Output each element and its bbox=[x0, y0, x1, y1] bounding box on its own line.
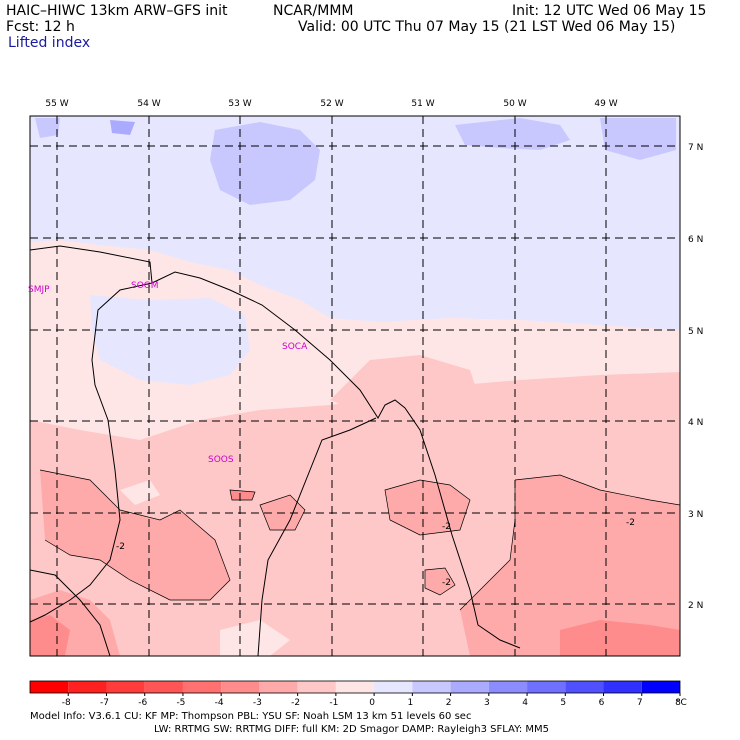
coastlines-borders bbox=[30, 245, 521, 656]
field-name: Lifted index bbox=[8, 35, 91, 51]
model-info-line1: Model Info: V3.6.1 CU: KF MP: Thompson P… bbox=[30, 711, 472, 722]
valid-time: Valid: 00 UTC Thu 07 May 15 (21 LST Wed … bbox=[298, 19, 676, 35]
colorbar-tick-label: -8 bbox=[62, 698, 71, 708]
colorbar-frame bbox=[29, 680, 681, 694]
contour-label: -2 bbox=[442, 522, 451, 532]
forecast-hour: Fcst: 12 h bbox=[6, 19, 75, 35]
lifted-index-field bbox=[30, 116, 680, 656]
lon-label: 51 W bbox=[411, 99, 434, 109]
colorbar-tick-label: 4 bbox=[522, 698, 528, 708]
init-time: Init: 12 UTC Wed 06 May 15 bbox=[512, 3, 707, 19]
station-label: SMJP bbox=[28, 285, 50, 295]
graticule bbox=[30, 116, 680, 656]
lon-label: 52 W bbox=[320, 99, 343, 109]
lat-label: 3 N bbox=[688, 510, 703, 520]
colorbar-swatch bbox=[641, 681, 680, 693]
lon-label: 49 W bbox=[594, 99, 617, 109]
colorbar-swatch bbox=[335, 681, 375, 693]
colorbar-tick-label: 6 bbox=[599, 698, 605, 708]
lon-label: 55 W bbox=[45, 99, 68, 109]
colorbar-tick-label: -3 bbox=[253, 698, 262, 708]
colorbar-tick-label: 5 bbox=[560, 698, 566, 708]
colorbar-tick-label: -4 bbox=[215, 698, 224, 708]
colorbar-swatch bbox=[412, 681, 451, 693]
colorbar-swatch bbox=[603, 681, 642, 693]
colorbar-swatch bbox=[68, 681, 107, 693]
lat-label: 6 N bbox=[688, 235, 703, 245]
colorbar-tick-label: 3 bbox=[484, 698, 490, 708]
colorbar-tick-label: 1 bbox=[407, 698, 413, 708]
colorbar-swatch bbox=[259, 681, 298, 693]
colorbar-swatch bbox=[374, 681, 413, 693]
colorbar-tick-label: 0 bbox=[369, 698, 375, 708]
colorbar-unit: °C bbox=[676, 698, 687, 708]
lat-label: 4 N bbox=[688, 418, 703, 428]
lat-label: 7 N bbox=[688, 143, 703, 153]
contour-label: -2 bbox=[442, 578, 451, 588]
colorbar-tick-label: 8 bbox=[675, 698, 681, 708]
station-label: SOCA bbox=[282, 342, 308, 352]
colorbar-tick-label: -2 bbox=[291, 698, 300, 708]
colorbar-swatch bbox=[144, 681, 183, 693]
lon-label: 54 W bbox=[137, 99, 160, 109]
lat-label: 2 N bbox=[688, 601, 703, 611]
colorbar-tick-label: 2 bbox=[446, 698, 452, 708]
colorbar-swatch bbox=[106, 681, 145, 693]
map-frame bbox=[29, 115, 681, 657]
lon-label: 53 W bbox=[228, 99, 251, 109]
colorbar-tick-label: -6 bbox=[138, 698, 147, 708]
lat-label: 5 N bbox=[688, 327, 703, 337]
model-title: HAIC–HIWC 13km ARW–GFS init bbox=[6, 3, 228, 19]
colorbar-swatch bbox=[488, 681, 528, 693]
station-label: SOOS bbox=[208, 455, 234, 465]
colorbar-swatch bbox=[565, 681, 604, 693]
colorbar-swatch bbox=[297, 681, 336, 693]
contour-label: -2 bbox=[116, 542, 125, 552]
colorbar-swatch bbox=[182, 681, 222, 693]
colorbar-tick-label: 7 bbox=[637, 698, 643, 708]
colorbar-swatch bbox=[30, 681, 69, 693]
colorbar-tick-label: -1 bbox=[329, 698, 338, 708]
colorbar-tick-label: -7 bbox=[100, 698, 109, 708]
colorbar-swatch bbox=[450, 681, 489, 693]
contour-label: -2 bbox=[626, 518, 635, 528]
colorbar-swatch bbox=[527, 681, 566, 693]
org-label: NCAR/MMM bbox=[273, 3, 354, 19]
colorbar-tick-label: -5 bbox=[176, 698, 185, 708]
station-label: SOGM bbox=[131, 281, 159, 291]
colorbar: -8 -7 -6 -5 -4 -3 -2 -1 0 1 2 3 4 5 6 7 8°C bbox=[29, 680, 687, 708]
colorbar-swatch bbox=[221, 681, 260, 693]
model-info-line2: LW: RRTMG SW: RRTMG DIFF: full KM: 2D Sm… bbox=[154, 724, 550, 735]
lon-label: 50 W bbox=[503, 99, 526, 109]
